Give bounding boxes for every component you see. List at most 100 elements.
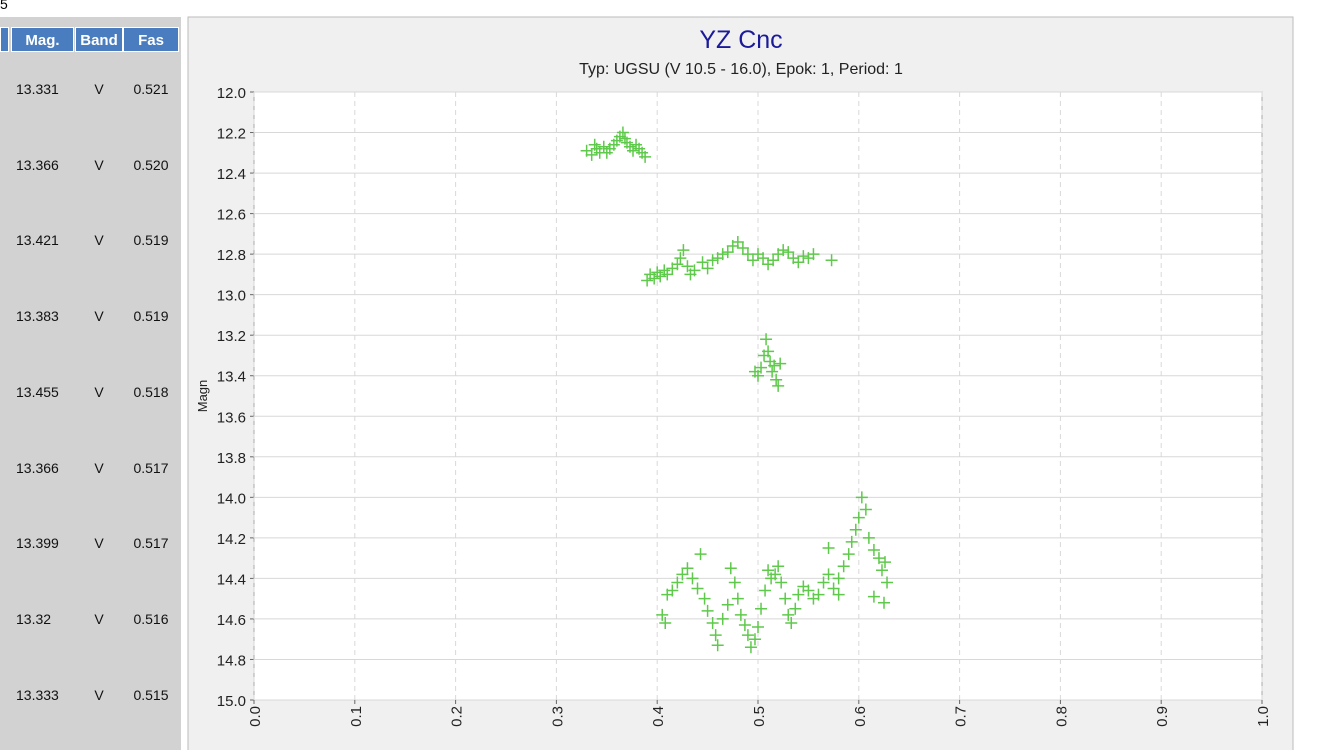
y-tick-label: 14.0 (217, 490, 246, 507)
data-point (731, 235, 744, 248)
data-point (677, 244, 690, 257)
data-point (706, 254, 719, 267)
data-point (698, 592, 711, 605)
data-point (872, 552, 885, 565)
data-point (842, 548, 855, 561)
data-point (701, 262, 714, 275)
data-point (827, 582, 840, 595)
table-cell: V (94, 383, 104, 400)
data-point (711, 639, 724, 652)
data-point (721, 598, 734, 611)
y-tick-label: 14.8 (217, 652, 246, 669)
x-tick-label: 0.9 (1154, 706, 1171, 727)
table-cell: 0.515 (133, 686, 169, 703)
data-point (762, 345, 775, 358)
table-cell: 13.331 (16, 81, 59, 97)
data-point (789, 602, 802, 615)
data-point (755, 602, 768, 615)
data-point (671, 576, 684, 589)
data-point (879, 556, 892, 569)
table-cell: 13.366 (16, 459, 59, 476)
x-tick-label: 0.0 (247, 706, 264, 727)
data-point (855, 491, 868, 504)
data-point (731, 592, 744, 605)
data-point (686, 572, 699, 585)
header-cell (0, 27, 9, 52)
data-point (709, 629, 722, 642)
table-cell: V (94, 459, 104, 476)
data-point (671, 258, 684, 271)
data-point (694, 548, 707, 561)
data-point (772, 560, 785, 573)
data-point (618, 132, 631, 145)
data-point (724, 562, 737, 575)
table-cell: 0.519 (133, 308, 169, 325)
data-point (666, 584, 679, 597)
x-tick-label: 0.8 (1053, 706, 1070, 727)
y-axis-label: Magn (195, 380, 210, 413)
data-point (760, 333, 773, 346)
table-cell: V (94, 610, 104, 627)
table-cell: V (94, 308, 104, 325)
data-point (597, 140, 610, 153)
data-point (768, 359, 781, 372)
data-point (728, 576, 741, 589)
data-point (706, 616, 719, 629)
data-point (648, 272, 661, 285)
y-tick-label: 14.2 (217, 531, 246, 548)
table-cell: V (94, 232, 104, 249)
data-point (878, 596, 890, 609)
x-tick-label: 0.7 (953, 706, 970, 727)
table-cell: 0.517 (133, 459, 169, 476)
data-point (802, 584, 815, 597)
y-tick-label: 13.0 (217, 288, 246, 305)
y-tick-label: 13.8 (217, 450, 246, 467)
data-point (681, 260, 694, 273)
table-cell: 0.520 (133, 156, 169, 173)
x-tick-label: 0.6 (852, 706, 869, 727)
data-point (656, 608, 669, 621)
data-point (676, 568, 689, 581)
data-point (755, 361, 768, 374)
data-point (797, 250, 810, 263)
data-point (769, 568, 782, 581)
data-point (772, 379, 785, 392)
data-point (759, 584, 772, 597)
data-point (852, 511, 865, 524)
data-point (766, 365, 779, 378)
data-point (849, 523, 862, 536)
data-point (741, 248, 754, 261)
data-point (825, 254, 838, 267)
data-point (812, 588, 825, 601)
data-point (875, 564, 888, 577)
chart-subtitle: Typ: UGSU (V 10.5 - 16.0), Epok: 1, Peri… (579, 61, 903, 78)
column-header: Fas (123, 27, 179, 52)
data-point (746, 254, 759, 267)
data-point (867, 544, 880, 557)
y-tick-label: 12.8 (217, 247, 246, 264)
data-point (585, 148, 598, 161)
data-point (616, 126, 629, 139)
data-point (674, 252, 687, 265)
y-tick-label: 13.4 (217, 369, 246, 386)
data-point (785, 616, 798, 629)
data-point (748, 633, 761, 646)
chart-title: YZ Cnc (699, 26, 782, 54)
data-point (867, 590, 880, 603)
data-point (691, 582, 704, 595)
y-tick-label: 14.4 (217, 571, 246, 588)
data-point (845, 535, 858, 548)
data-table: Mag. Band Fas 13.331 V 0.521 13.366 V 0.520 13.42… (0, 17, 181, 750)
x-tick-label: 0.4 (650, 706, 667, 727)
data-point (721, 246, 734, 259)
data-point (654, 270, 667, 283)
table-cell: 13.32 (16, 610, 52, 627)
data-point (817, 576, 830, 589)
data-point (639, 150, 652, 163)
table-cell: 13.399 (16, 535, 59, 552)
y-tick-label: 12.4 (217, 166, 246, 183)
data-point (767, 254, 780, 267)
y-tick-label: 12.2 (217, 126, 246, 143)
data-point (757, 252, 770, 265)
data-point (716, 612, 729, 625)
